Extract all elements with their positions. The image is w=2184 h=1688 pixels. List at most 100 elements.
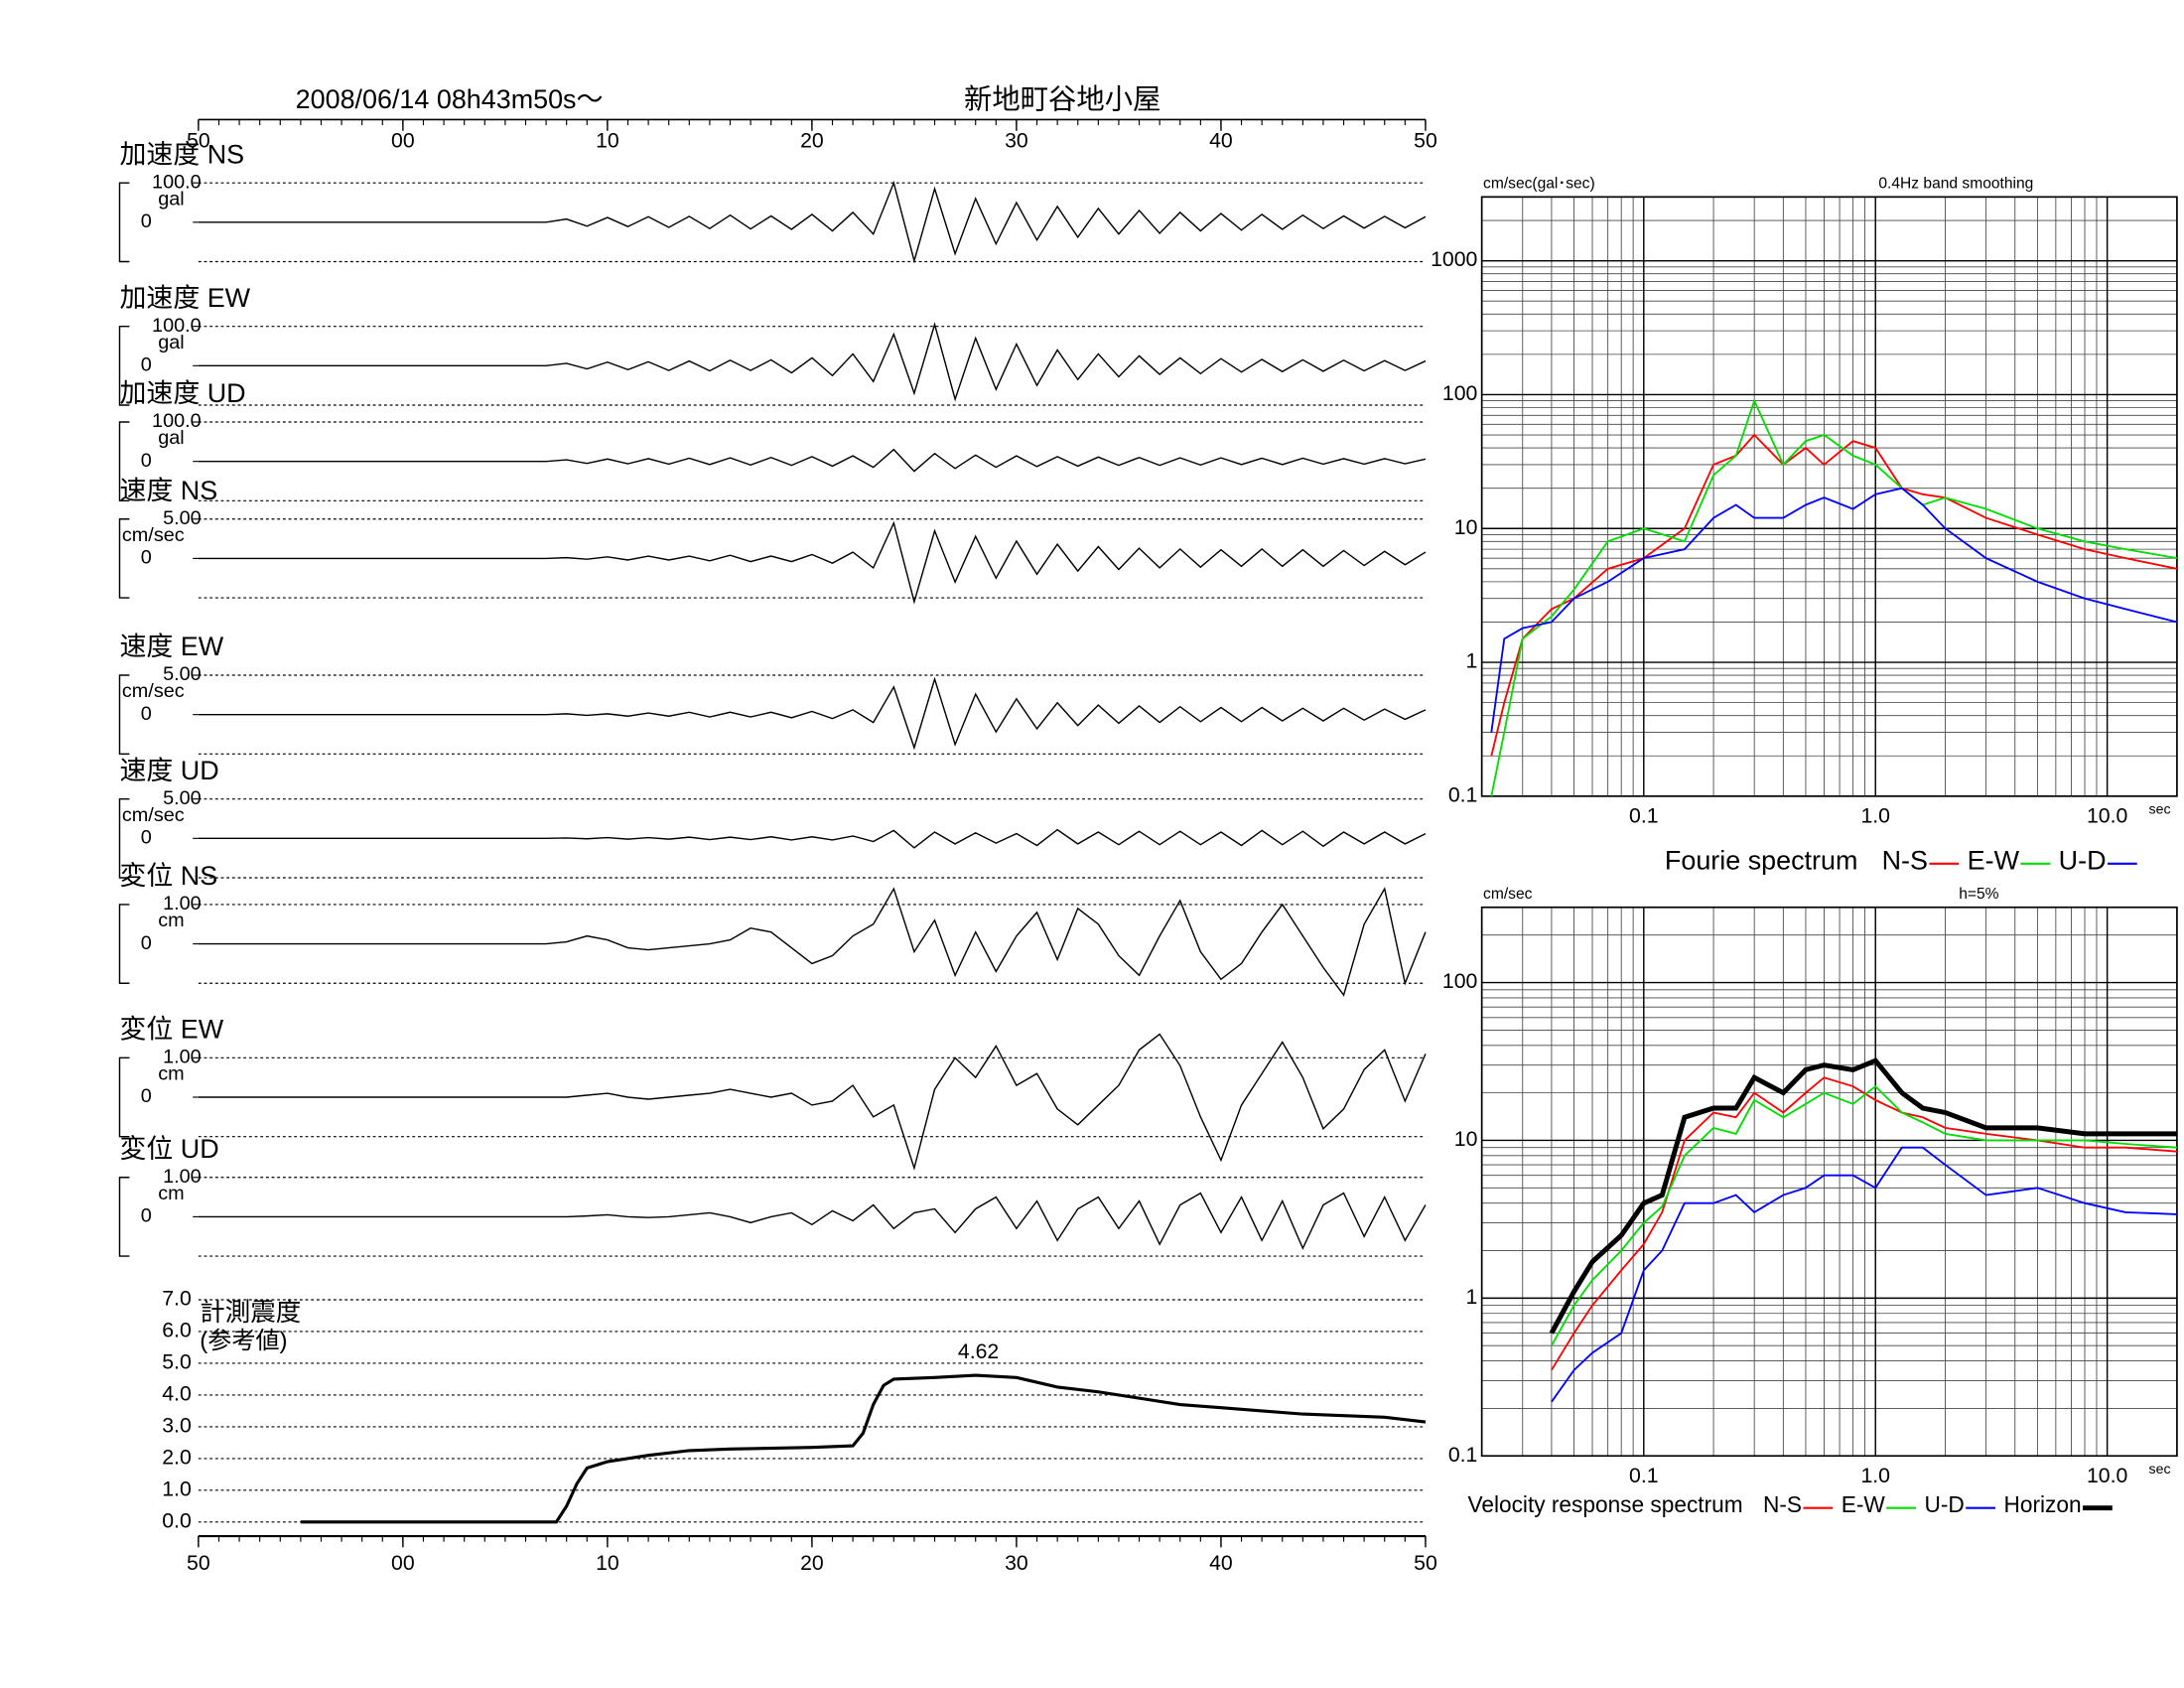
bracket: [118, 518, 130, 599]
trace-label: 速度 NS: [119, 476, 217, 505]
waveform: [198, 887, 1427, 997]
plot-frame: [1480, 906, 2178, 1458]
legend-title: Fourie spectrum: [1665, 846, 1857, 876]
x-tick-label: 1.0: [1860, 1464, 1890, 1487]
y-axis-unit: cm/sec(gal･sec): [1483, 176, 1595, 193]
trace-label: 変位 NS: [119, 861, 217, 891]
trace-label: 変位 UD: [119, 1134, 218, 1164]
y-tick-label: 0: [141, 703, 152, 725]
y-tick-label: 0: [141, 354, 152, 376]
y-tick-label: 0: [141, 932, 152, 954]
y-tick-label: 100.0: [152, 315, 202, 337]
y-tick-label: 2.0: [162, 1445, 192, 1469]
unit-label: cm/sec: [122, 524, 185, 546]
x-tick-label: 0.1: [1629, 804, 1659, 828]
spectrum-line: [1490, 433, 2178, 757]
note: h=5%: [1959, 886, 1998, 903]
y-tick-label: 0: [141, 1205, 152, 1227]
legend-label: E-W: [1842, 1491, 1886, 1517]
unit-label: cm: [158, 910, 184, 931]
y-tick-label: 3.0: [162, 1414, 192, 1438]
legend-label: N-S: [1763, 1491, 1802, 1517]
y-tick-label: 5.00: [163, 787, 202, 809]
y-tick-label: 1: [1466, 1285, 1478, 1309]
x-tick-label: 10: [596, 1551, 619, 1575]
legend-label: E-W: [1968, 846, 2020, 876]
y-tick-label: 100: [1442, 969, 1477, 993]
spectrum-line: [1549, 1057, 2177, 1335]
y-tick-label: 0: [141, 1085, 152, 1107]
peak-label: 4.62: [958, 1339, 999, 1363]
x-tick-label: 50: [1414, 129, 1437, 153]
trace-label: 加速度 UD: [119, 378, 245, 408]
y-tick-label: 1.00: [163, 1166, 202, 1188]
y-tick-label: 5.00: [163, 663, 202, 685]
spectrum-line: [1490, 487, 2178, 733]
y-axis-unit: cm/sec: [1483, 886, 1533, 903]
y-tick-label: 5.00: [163, 507, 202, 529]
x-tick-label: 00: [391, 129, 415, 153]
unit-label: gal: [158, 188, 184, 210]
trace-label: 加速度 NS: [119, 139, 244, 169]
note: 0.4Hz band smoothing: [1878, 176, 2033, 193]
record-time: 2008/06/14 08h43m50s〜: [296, 84, 604, 114]
unit-label: gal: [158, 427, 184, 449]
trace-label: 加速度 EW: [119, 283, 250, 313]
legend-label: Horizon: [2003, 1491, 2081, 1517]
y-tick-label: 100.0: [152, 171, 202, 193]
trace-label: 速度 UD: [119, 756, 218, 785]
bracket: [118, 182, 130, 263]
unit-label: cm: [158, 1183, 184, 1204]
x-axis-unit: sec: [2149, 802, 2171, 818]
y-tick-label: 10: [1454, 515, 1478, 539]
intensity-label: 計測震度: [200, 1299, 301, 1327]
intensity-line: [300, 1373, 1427, 1524]
x-tick-label: 20: [800, 1551, 824, 1575]
bracket: [118, 797, 130, 879]
legend-label: U-D: [1925, 1491, 1965, 1517]
y-tick-label: 4.0: [162, 1382, 192, 1406]
legend-label: N-S: [1882, 846, 1928, 876]
trace-label: 変位 EW: [119, 1015, 223, 1045]
y-tick-label: 100.0: [152, 410, 202, 432]
legend-title: Velocity response spectrum: [1467, 1491, 1742, 1517]
x-tick-label: 30: [1005, 1551, 1028, 1575]
y-tick-label: 0.0: [162, 1508, 192, 1532]
intensity-sublabel: (参考値): [200, 1328, 287, 1354]
x-tick-label: 50: [1414, 1551, 1437, 1575]
bracket: [118, 325, 130, 406]
waveform: [198, 520, 1427, 605]
y-tick-label: 100: [1442, 381, 1477, 405]
waveform: [198, 180, 1427, 264]
bracket: [118, 1177, 130, 1257]
waveform: [198, 828, 1427, 849]
unit-label: gal: [158, 332, 184, 353]
unit-label: cm: [158, 1063, 184, 1085]
legend-label: U-D: [2059, 846, 2107, 876]
y-tick-label: 0.1: [1448, 1443, 1478, 1467]
spectrum-line: [1551, 1146, 2177, 1403]
spectrum-line: [1551, 1084, 2177, 1346]
y-tick-label: 1.00: [163, 1047, 202, 1068]
y-tick-label: 1000: [1431, 247, 1477, 271]
spectrum-line: [1490, 398, 2178, 797]
x-tick-label: 20: [800, 129, 824, 153]
x-tick-label: 10.0: [2087, 804, 2127, 828]
waveform: [198, 1033, 1427, 1171]
x-tick-label: 50: [187, 129, 210, 153]
y-tick-label: 1: [1466, 649, 1478, 673]
y-tick-label: 0: [141, 211, 152, 232]
bracket: [118, 674, 130, 756]
bracket: [118, 421, 130, 502]
unit-label: cm/sec: [122, 680, 185, 702]
y-tick-label: 0.1: [1448, 782, 1478, 806]
spectrum-line: [1551, 1076, 2177, 1371]
y-tick-label: 5.0: [162, 1350, 192, 1374]
y-tick-label: 0: [141, 547, 152, 569]
y-tick-label: 10: [1454, 1127, 1478, 1151]
x-tick-label: 0.1: [1629, 1464, 1659, 1487]
x-axis-unit: sec: [2149, 1462, 2171, 1477]
plot-frame: [1480, 196, 2178, 797]
y-tick-label: 1.0: [162, 1477, 192, 1500]
